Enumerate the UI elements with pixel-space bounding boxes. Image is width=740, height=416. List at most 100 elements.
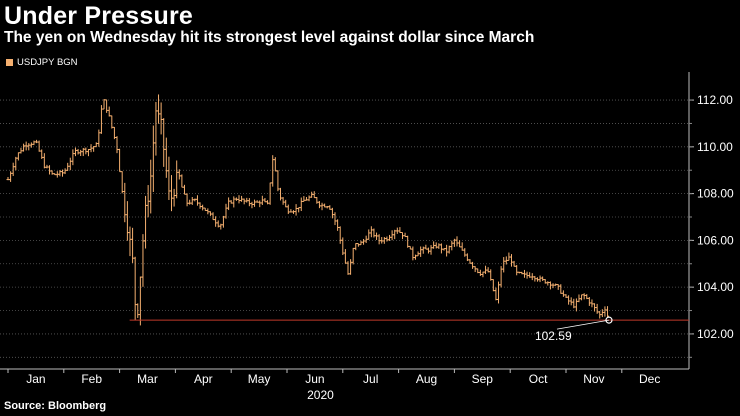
ohlc-bar: [63, 168, 67, 175]
x-tick-label: Mar: [137, 372, 158, 386]
ohlc-bar: [517, 271, 521, 274]
ohlc-bar: [317, 201, 321, 209]
ohlc-bar: [84, 147, 88, 155]
ohlc-bar: [297, 207, 301, 213]
ohlc-bar: [528, 272, 532, 278]
ohlc-bar: [351, 247, 355, 265]
ohlc-bar: [333, 212, 337, 226]
ohlc-bar: [115, 136, 119, 154]
ohlc-bar: [434, 242, 438, 249]
x-tick-label: May: [248, 372, 271, 386]
ohlc-bar: [416, 251, 420, 257]
ohlc-bar: [577, 294, 581, 303]
ohlc-bar: [535, 277, 539, 282]
x-tick-label: Jan: [26, 372, 45, 386]
ohlc-bar: [533, 275, 537, 282]
ohlc-bar: [133, 256, 137, 321]
ohlc-bar: [250, 201, 254, 209]
ohlc-bar: [447, 245, 451, 254]
ohlc-bar: [206, 208, 210, 215]
chart-title: Under Pressure: [4, 2, 193, 30]
ohlc-bar: [320, 202, 324, 211]
ohlc-bar: [180, 174, 184, 188]
ohlc-bar: [203, 207, 207, 211]
ohlc-bar: [393, 229, 397, 240]
annotations: 102.59: [129, 316, 689, 343]
ohlc-bar: [190, 197, 194, 205]
ohlc-bar: [424, 244, 428, 250]
ohlc-bar: [211, 212, 215, 221]
ohlc-bar: [411, 246, 415, 261]
ohlc-bar: [177, 169, 181, 180]
ohlc-bar: [66, 162, 70, 171]
ohlc-bar: [50, 170, 54, 175]
ohlc-bar: [35, 139, 39, 144]
ohlc-bar: [266, 200, 270, 205]
ohlc-bar: [598, 311, 602, 319]
ohlc-bar: [484, 265, 488, 274]
ohlc-bar: [473, 266, 477, 273]
ohlc-bar: [606, 306, 610, 319]
ohlc-bar: [522, 269, 526, 278]
ohlc-bar: [595, 303, 599, 314]
ohlc-bar: [455, 236, 459, 247]
ohlc-bar: [53, 173, 57, 176]
ohlc-bar: [144, 195, 148, 249]
ohlc-bar: [471, 261, 475, 269]
ohlc-bar: [574, 298, 578, 312]
ohlc-bar: [234, 197, 238, 201]
y-tick-label: 112.00: [697, 93, 733, 107]
ohlc-bar: [89, 144, 93, 153]
ohlc-bar: [141, 234, 145, 287]
ohlc-bar: [110, 115, 114, 129]
ohlc-bar: [302, 196, 306, 202]
ohlc-bar: [131, 227, 135, 263]
ohlc-bar: [450, 240, 454, 251]
ohlc-bar: [556, 284, 560, 290]
ohlc-bar: [81, 147, 85, 157]
ohlc-bar: [149, 159, 153, 214]
ohlc-bar: [504, 256, 508, 265]
ohlc-bar: [400, 232, 404, 240]
ohlc-bar: [154, 101, 158, 156]
ohlc-bar: [175, 160, 179, 199]
ohlc-bar: [585, 294, 589, 300]
x-tick-label: Apr: [194, 372, 213, 386]
ohlc-bar: [193, 198, 197, 202]
ohlc-bar: [279, 187, 283, 201]
ohlc-bar: [403, 232, 407, 238]
ohlc-bar: [502, 257, 506, 273]
ohlc-bar: [572, 298, 576, 309]
ohlc-bar: [97, 129, 101, 147]
ohlc-bars: [6, 94, 610, 326]
ohlc-bar: [45, 164, 49, 169]
ohlc-bar: [382, 236, 386, 244]
x-tick-label: Nov: [583, 372, 604, 386]
ohlc-bar: [237, 195, 241, 204]
ohlc-bar: [247, 198, 251, 207]
x-tick-label: Jun: [305, 372, 324, 386]
ohlc-bar: [442, 248, 446, 251]
legend-swatch: [6, 59, 13, 66]
ohlc-bar: [375, 232, 379, 240]
ohlc-bar: [260, 195, 264, 205]
ohlc-bar: [380, 237, 384, 244]
ohlc-bar: [94, 142, 98, 148]
ohlc-bar: [304, 197, 308, 201]
ohlc-bar: [167, 156, 171, 201]
ohlc-bar: [281, 197, 285, 205]
ohlc-bar: [214, 216, 218, 227]
ohlc-bar: [364, 235, 368, 243]
ohlc-bar: [325, 206, 329, 209]
ohlc-bar: [369, 226, 373, 238]
ohlc-bar: [398, 227, 402, 234]
ohlc-bar: [58, 170, 62, 177]
ohlc-bar: [55, 171, 59, 178]
ohlc-bar: [19, 147, 23, 154]
ohlc-bar: [551, 283, 555, 289]
ohlc-bar: [307, 195, 311, 202]
ohlc-bar: [587, 297, 591, 306]
ohlc-bar: [195, 195, 199, 206]
year-label: 2020: [307, 388, 334, 402]
ohlc-bar: [245, 197, 249, 203]
